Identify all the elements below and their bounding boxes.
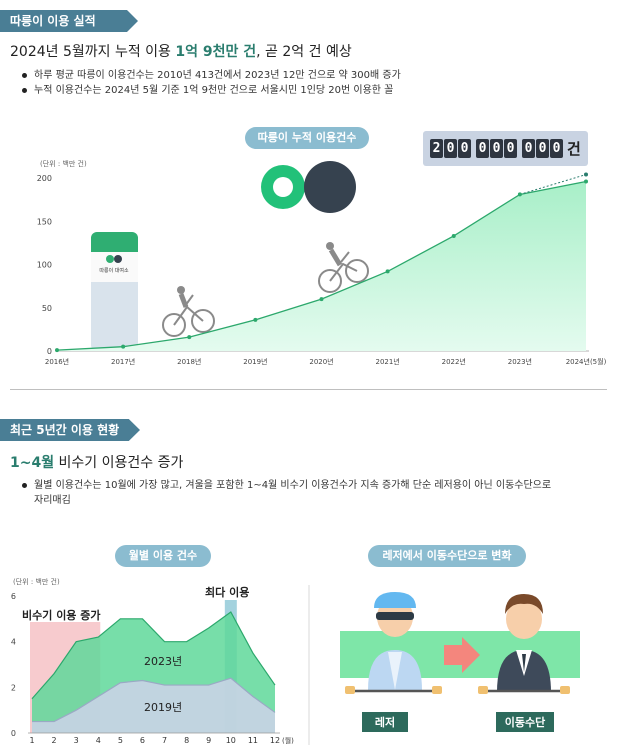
- x-tick-label: 2: [52, 736, 57, 745]
- counter-unit: 건: [567, 140, 581, 158]
- y-tick-label: 200: [37, 174, 52, 183]
- forecast-line: [519, 174, 587, 195]
- cumulative-chart-pill: 따릉이 누적 이용건수: [245, 127, 369, 149]
- off-season-highlight: [30, 622, 101, 733]
- series-line: [31, 611, 276, 700]
- cyclist-icon: [318, 242, 369, 293]
- label-leisure: 레저: [375, 715, 395, 729]
- y-tick-label: 4: [11, 638, 16, 647]
- bike-station-illustration: 따릉이 대여소: [91, 232, 138, 351]
- counter-digit: 2: [430, 139, 443, 158]
- leisure-rider-icon: [368, 592, 422, 690]
- section2-bullets: 월별 이용건수는 10월에 가장 많고, 겨울을 포함한 1~4월 비수기 이용…: [20, 478, 560, 508]
- station-label: 따릉이 대여소: [99, 267, 129, 274]
- x-tick-label: 6: [140, 736, 145, 745]
- cumulative-chart: (단위 : 백만 건) 0 50 100 150 200 따릉이 대여소 2016년 20…: [37, 159, 607, 366]
- cumulative-area: [57, 181, 586, 351]
- y-tick-label: 6: [11, 592, 16, 601]
- data-point: [451, 233, 456, 238]
- y-tick-label: 100: [37, 261, 52, 270]
- counter-digit: 0: [476, 139, 489, 158]
- x-tick-label: 8: [184, 736, 189, 745]
- series-line: [32, 677, 276, 723]
- counter-digit: 0: [504, 139, 517, 158]
- series-area: [32, 611, 275, 733]
- y-tick-label: 2: [11, 683, 16, 692]
- counter-digit: 0: [536, 139, 549, 158]
- x-tick-label: 10: [226, 736, 236, 745]
- x-tick-label: 12: [270, 736, 280, 745]
- x-unit-label: (월): [282, 736, 294, 745]
- label-transport: 이동수단: [505, 715, 545, 729]
- y-tick-label: 0: [47, 347, 52, 356]
- x-tick-label: 4: [96, 736, 101, 745]
- section1-bullets: 하루 평균 따릉이 이용건수는 2010년 413건에서 2023년 12만 건…: [20, 68, 401, 98]
- forecast-point: [584, 172, 588, 177]
- annotation-off-season: 비수기 이용 증가: [22, 608, 101, 622]
- cyclist-icon: [162, 286, 215, 337]
- x-tick-label: 11: [248, 736, 258, 745]
- data-point: [319, 297, 324, 302]
- counter-digit: 0: [444, 139, 457, 158]
- x-tick-label: 2016년: [45, 357, 69, 366]
- data-point: [517, 192, 522, 197]
- x-tick-label: 9: [206, 736, 211, 745]
- station-logo-icon: [106, 255, 114, 263]
- bullet-item: 하루 평균 따릉이 이용건수는 2010년 413건에서 2023년 12만 건…: [20, 68, 401, 83]
- chart2-unit-label: (단위 : 백만 건): [13, 577, 60, 586]
- ddareungi-logo-icon: [261, 161, 356, 213]
- heading-text-bold: 1억 9천만 건: [175, 44, 257, 60]
- commuter-icon: [497, 594, 551, 692]
- counter-digit: 0: [490, 139, 503, 158]
- usage-counter: 2 0 0 0 0 0 0 0 0 건: [423, 131, 588, 166]
- counter-digit: 0: [522, 139, 535, 158]
- x-tick-label: 2024년(5월): [566, 357, 607, 366]
- chart1-unit-label: (단위 : 백만 건): [40, 159, 87, 168]
- peak-month-highlight: [224, 600, 237, 733]
- y-tick-label: 50: [42, 304, 52, 313]
- data-point: [584, 179, 588, 184]
- y-tick-label: 0: [11, 729, 16, 738]
- x-tick-label: 1: [29, 736, 34, 745]
- heading-text-bold: 1~4월: [10, 455, 55, 471]
- bullet-item: 월별 이용건수는 10월에 가장 많고, 겨울을 포함한 1~4월 비수기 이용…: [20, 478, 560, 508]
- data-point: [385, 269, 390, 274]
- counter-digit: 0: [550, 139, 563, 158]
- section-divider: [10, 389, 607, 390]
- bullet-item: 누적 이용건수는 2024년 5월 기준 1억 9천만 건으로 서울시민 1인당…: [20, 83, 401, 98]
- x-tick-label: 7: [162, 736, 167, 745]
- x-tick-label: 2022년: [442, 357, 466, 366]
- data-point: [187, 335, 192, 340]
- heading-text-pre: 2024년 5월까지 누적 이용: [10, 44, 176, 60]
- x-tick-label: 2023년: [508, 357, 532, 366]
- x-tick-label: 5: [118, 736, 123, 745]
- x-tick-label: 3: [74, 736, 79, 745]
- change-pill: 레저에서 이동수단으로 변화: [368, 545, 526, 567]
- x-tick-label: 2018년: [177, 357, 201, 366]
- data-point: [253, 317, 258, 322]
- section1-heading: 2024년 5월까지 누적 이용 1억 9천만 건, 곧 2억 건 예상: [10, 41, 352, 61]
- annotation-peak: 최다 이용: [205, 585, 249, 599]
- series-label-2019: 2019년: [144, 701, 182, 714]
- y-tick-label: 150: [37, 217, 52, 226]
- data-point: [121, 344, 126, 349]
- x-tick-label: 2020년: [309, 357, 333, 366]
- data-point: [55, 348, 59, 353]
- x-tick-label: 2021년: [375, 357, 399, 366]
- heading-text-post: , 곧 2억 건 예상: [256, 44, 352, 60]
- monthly-chart-pill: 월별 이용 건수: [115, 545, 211, 567]
- series-label-2023: 2023년: [144, 655, 182, 668]
- heading-text-post: 비수기 이용건수 증가: [54, 455, 184, 471]
- x-tick-label: 2017년: [111, 357, 135, 366]
- section2-heading: 1~4월 비수기 이용건수 증가: [10, 452, 183, 472]
- section1-ribbon: 따릉이 이용 실적: [0, 10, 138, 32]
- leisure-to-transport-illustration: 레저 이동수단: [340, 592, 580, 732]
- section2-ribbon: 최근 5년간 이용 현황: [0, 419, 140, 441]
- x-tick-label: 2019년: [243, 357, 267, 366]
- counter-digit: 0: [458, 139, 471, 158]
- series-area: [32, 678, 275, 733]
- arrow-right-icon: [444, 637, 480, 673]
